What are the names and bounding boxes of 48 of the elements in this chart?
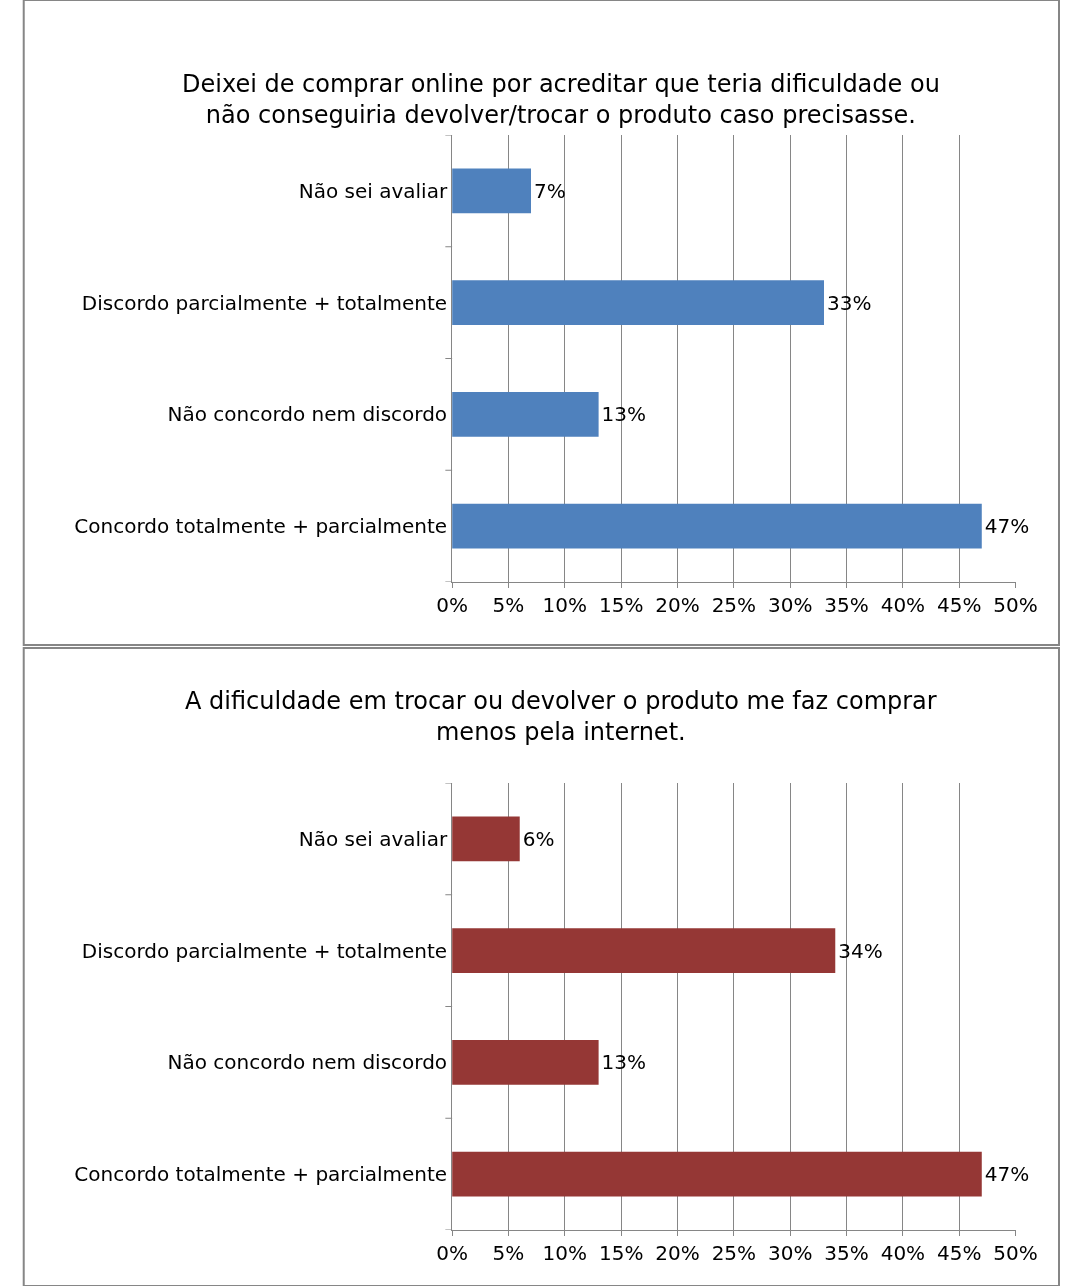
x-tick-label: 45% bbox=[937, 1241, 982, 1265]
y-tick-label: Discordo parcialmente + totalmente bbox=[81, 290, 448, 315]
x-tick-label: 35% bbox=[824, 593, 869, 617]
data-label: 13% bbox=[601, 402, 647, 427]
bar bbox=[452, 1040, 599, 1085]
x-tick-label: 0% bbox=[436, 593, 468, 617]
bar bbox=[452, 280, 824, 325]
y-tick-label: Concordo totalmente + parcialmente bbox=[74, 514, 448, 539]
bar bbox=[452, 168, 531, 214]
y-tick-label: Discordo parcialmente + totalmente bbox=[81, 938, 448, 963]
data-label: 47% bbox=[984, 514, 1030, 539]
bar bbox=[452, 1151, 982, 1197]
x-tick-label: 0% bbox=[436, 1241, 468, 1265]
x-tick-label: 35% bbox=[824, 1241, 869, 1265]
x-tick-label: 45% bbox=[937, 593, 982, 617]
bar bbox=[452, 816, 520, 862]
x-tick-label: 10% bbox=[542, 1241, 588, 1265]
x-tick-label: 50% bbox=[993, 1241, 1038, 1265]
bar bbox=[452, 392, 599, 437]
y-tick-label: Não concordo nem discordo bbox=[167, 1050, 448, 1075]
bar bbox=[452, 928, 836, 973]
data-label: 7% bbox=[534, 178, 566, 203]
data-label: 13% bbox=[601, 1050, 647, 1075]
x-tick-label: 30% bbox=[767, 593, 813, 617]
chart-title: Deixei de comprar online por acreditar que teria dificuldade ou não conseguiria devolver/trocar o produto caso precisasse. bbox=[182, 70, 940, 130]
data-label: 6% bbox=[522, 826, 555, 851]
data-label: 33% bbox=[827, 290, 872, 315]
data-label: 34% bbox=[838, 938, 883, 963]
y-tick-label: Não sei avaliar bbox=[298, 826, 448, 851]
x-tick-label: 10% bbox=[542, 593, 588, 617]
bar bbox=[452, 503, 982, 549]
x-tick-label: 30% bbox=[767, 1241, 813, 1265]
x-tick-label: 40% bbox=[880, 593, 926, 617]
y-tick-label: Concordo totalmente + parcialmente bbox=[74, 1162, 448, 1187]
data-label: 47% bbox=[984, 1162, 1030, 1187]
chart-title: A dificuldade em trocar ou devolver o produto me faz comprar menos pela internet. bbox=[185, 687, 937, 747]
x-tick-label: 25% bbox=[711, 593, 757, 617]
x-tick-label: 25% bbox=[711, 1241, 757, 1265]
x-tick-label: 15% bbox=[598, 593, 644, 617]
x-tick-label: 20% bbox=[655, 593, 700, 617]
x-tick-label: 40% bbox=[880, 1241, 926, 1265]
y-tick-label: Não sei avaliar bbox=[298, 178, 448, 203]
x-tick-label: 15% bbox=[598, 1241, 644, 1265]
x-tick-label: 5% bbox=[492, 593, 525, 617]
y-tick-label: Não concordo nem discordo bbox=[167, 402, 448, 427]
x-tick-label: 20% bbox=[655, 1241, 700, 1265]
x-tick-label: 5% bbox=[492, 1241, 525, 1265]
x-tick-label: 50% bbox=[993, 593, 1038, 617]
